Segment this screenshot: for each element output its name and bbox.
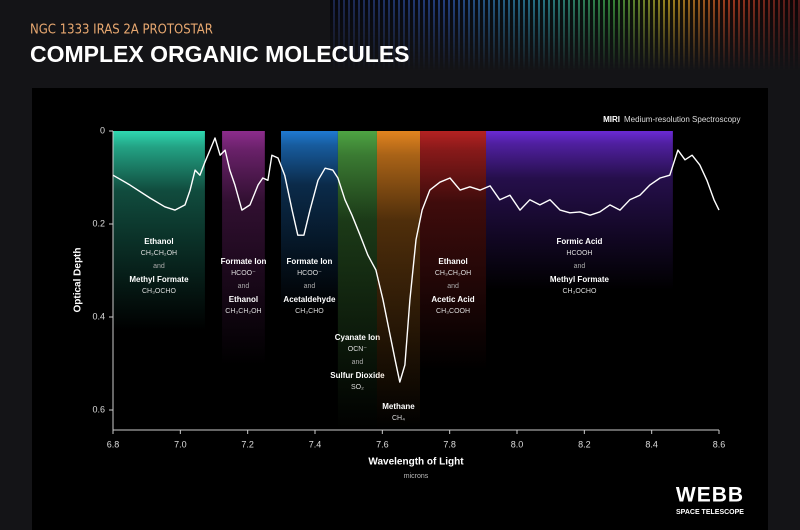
band-label: CH₃CH₂OH [435,270,471,277]
band [280,131,338,310]
band [337,131,377,430]
band-label: Methane [382,402,415,411]
band-label: Ethanol [438,257,467,266]
band-label: and [574,263,586,270]
logo: WEBB [676,484,744,507]
x-tick-label: 7.2 [241,439,254,449]
chart-subtitle: NGC 1333 IRAS 2A PROTOSTAR [30,23,213,38]
band-label: OCN⁻ [348,346,368,353]
band-label: and [304,283,316,290]
x-tick-label: 8.2 [578,439,591,449]
band-label: Acetic Acid [431,295,474,304]
x-tick-label: 7.0 [174,439,187,449]
x-tick-label: 8.6 [713,439,726,449]
x-axis-title: Wavelength of Light [368,457,464,468]
band-label: Formate Ion [287,257,333,266]
spectrum-decoration [330,0,800,70]
y-axis-title: Optical Depth [73,247,84,312]
y-tick-label: 0 [100,125,105,135]
band-label: and [352,359,364,366]
instrument: MIRI [603,115,620,124]
band-label: and [153,263,165,270]
x-axis-unit: microns [404,473,429,480]
band-label: CH₃OCHO [142,288,177,295]
band [376,131,421,430]
band-label: Formic Acid [556,237,602,246]
y-tick-label: 0.2 [92,218,105,228]
x-tick-label: 8.4 [645,439,658,449]
band-label: and [447,283,459,290]
y-tick-label: 0.6 [92,404,105,414]
x-tick-label: 7.4 [309,439,322,449]
band-label: Formate Ion [221,257,267,266]
band-label: HCOO⁻ [231,270,256,277]
band-label: CH₃CHO [295,308,324,315]
band [113,131,205,330]
x-tick-label: 7.6 [376,439,389,449]
y-tick-label: 0.4 [92,311,105,321]
band-label: Methyl Formate [550,275,610,284]
x-tick-label: 6.8 [107,439,120,449]
band-label: CH₄ [392,415,405,422]
band-label: CH₃COOH [436,308,470,315]
band-label: Acetaldehyde [283,295,336,304]
band [486,131,673,290]
band-label: CH₃CH₂OH [141,250,177,257]
band-label: HCOO⁻ [297,270,322,277]
band-label: SO₂ [351,384,364,391]
band-label: Ethanol [144,237,173,246]
annotation: Medium-resolution Spectroscopy [624,115,741,124]
spectrum-line [112,137,720,383]
band-label: Sulfur Dioxide [330,371,385,380]
x-tick-label: 8.0 [511,439,524,449]
logo-subtext: SPACE TELESCOPE [676,509,744,516]
chart-title: COMPLEX ORGANIC MOLECULES [30,41,410,67]
x-tick-label: 7.8 [443,439,456,449]
band [420,131,487,370]
band-label: Methyl Formate [129,275,189,284]
band-label: HCOOH [566,250,592,257]
band-label: CH₃OCHO [562,288,597,295]
band-label: Ethanol [229,295,258,304]
band-label: CH₃CH₂OH [225,308,261,315]
band-label: Cyanate Ion [335,333,380,342]
band-label: and [238,283,250,290]
